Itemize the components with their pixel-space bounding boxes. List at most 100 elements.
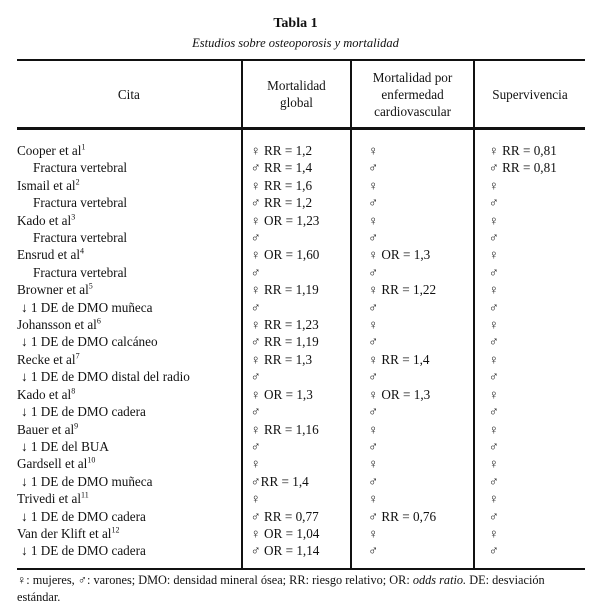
table-subtitle: Estudios sobre osteoporosis y mortalidad — [192, 36, 399, 50]
data-cell: ♂ — [472, 472, 585, 491]
cita-text: ↓ 1 DE de DMO muñeca — [21, 299, 153, 315]
data-cell: ♀ — [472, 211, 585, 230]
data-cell: ♀ — [350, 524, 474, 543]
data-cell: ♀ RR = 1,16 — [240, 420, 352, 438]
table-row: ↓ 1 DE de DMO distal del radio ♂ ♂ ♂ — [17, 368, 585, 386]
reference: 7 — [75, 351, 80, 361]
data-cell: ♂ — [350, 194, 474, 212]
data-cell: ♀ RR = 1,22 — [350, 281, 474, 299]
data-cell: ♀ RR = 1,23 — [240, 316, 352, 334]
data-cell: ♀ RR = 1,6 — [240, 176, 352, 195]
cita-text: ↓ 1 DE de DMO cadera — [21, 404, 146, 420]
cita-cell: Recke et al7 — [17, 351, 242, 368]
cita-text: Browner et al — [17, 282, 89, 298]
header-row: Cita Mortalidad global Mortalidad por enfe… — [17, 59, 585, 130]
table-row: ↓ 1 DE del BUA ♂ ♂ ♂ — [17, 437, 585, 456]
data-cell: ♀ — [472, 246, 585, 264]
cita-cell: Fractura vertebral — [17, 159, 242, 176]
cita-cell: Ismail et al2 — [17, 177, 242, 194]
cita-cell: Cooper et al1 — [17, 129, 242, 160]
data-cell: ♂ — [350, 229, 474, 247]
reference: 3 — [71, 212, 76, 222]
data-cell: ♀ OR = 1,3 — [240, 385, 352, 404]
data-cell: ♂ — [350, 437, 474, 456]
data-cell: ♂ — [240, 437, 352, 456]
header-text: Mortalidad global — [267, 78, 326, 110]
cita-cell: Browner et al5 — [17, 281, 242, 298]
cita-text: Kado et al — [17, 212, 72, 228]
cita-text: Recke et al — [17, 351, 76, 367]
data-cell: ♀ OR = 1,60 — [240, 246, 352, 264]
data-cell: ♀ OR = 1,3 — [350, 385, 474, 404]
data-cell: ♂ RR = 1,2 — [240, 194, 352, 212]
cita-cell: ↓ 1 DE de DMO cadera — [17, 508, 242, 525]
table-title: Tabla 1 — [273, 16, 318, 31]
cita-cell: ↓ 1 DE del BUA — [17, 438, 242, 455]
data-cell: ♀ — [350, 211, 474, 230]
data-cell: ♂ — [350, 159, 474, 177]
table-row: ↓ 1 DE de DMO muñeca ♂RR = 1,4 ♂ ♂ — [17, 472, 585, 491]
cita-cell: ↓ 1 DE de DMO muñeca — [17, 299, 242, 316]
cita-cell: Fractura vertebral — [17, 194, 242, 211]
data-cell: ♂ — [240, 263, 352, 282]
reference: 10 — [87, 455, 96, 465]
reference: 11 — [80, 490, 89, 500]
cita-cell: ↓ 1 DE de DMO cadera — [17, 542, 242, 570]
reference: 9 — [74, 421, 79, 431]
table-row: Kado et al3 ♀ OR = 1,23 ♀ ♀ — [17, 211, 585, 230]
table-row: Fractura vertebral ♂ ♂ ♂ — [17, 229, 585, 247]
data-cell: ♀ RR = 1,2 — [240, 128, 352, 160]
footnote-text: DE: desviación estándar. — [17, 573, 545, 604]
cita-text: ↓ 1 DE de DMO distal del radio — [21, 369, 190, 385]
table-row: ↓ 1 DE de DMO cadera ♂ RR = 0,77 ♂ RR = 0,… — [17, 507, 585, 525]
header-cell: Supervivencia — [472, 59, 585, 130]
table-row: Trivedi et al11 ♀ ♀ ♀ — [17, 490, 585, 508]
cita-text: ↓ 1 DE de DMO calcáneo — [21, 334, 158, 350]
data-cell: ♂ — [472, 263, 585, 282]
reference: 5 — [88, 281, 93, 291]
header-text: Mortalidad por enfermedad cardiovascular — [372, 69, 453, 119]
data-cell: ♂ — [350, 263, 474, 282]
data-cell: ♀ — [472, 490, 585, 508]
data-cell: ♂ RR = 1,19 — [240, 333, 352, 351]
data-cell: ♂ — [350, 333, 474, 351]
data-cell: ♀ — [472, 385, 585, 404]
data-cell: ♀ — [350, 128, 474, 160]
data-cell: ♀ — [240, 455, 352, 473]
table-row: ↓ 1 DE de DMO cadera ♂ OR = 1,14 ♂ ♂ — [17, 542, 585, 570]
data-cell: ♀ — [350, 490, 474, 508]
cita-text: ↓ 1 DE de DMO muñeca — [21, 473, 153, 489]
data-cell: ♂ — [472, 403, 585, 421]
header-cell: Cita — [17, 59, 242, 130]
cita-cell: Fractura vertebral — [17, 264, 242, 281]
cita-text: Trivedi et al — [17, 491, 81, 507]
header-cell: Mortalidad por enfermedad cardiovascular — [350, 59, 474, 130]
data-cell: ♂ — [240, 403, 352, 421]
data-cell: ♂ OR = 1,14 — [240, 542, 352, 570]
data-cell: ♂ — [472, 542, 585, 570]
table-row: Van der Klift et al12 ♀ OR = 1,04 ♀ ♀ — [17, 524, 585, 543]
header-cell: Mortalidad global — [240, 59, 352, 130]
data-cell: ♀ OR = 1,04 — [240, 524, 352, 543]
cita-text: ↓ 1 DE de DMO cadera — [21, 508, 146, 524]
table-row: Fractura vertebral ♂ RR = 1,2 ♂ ♂ — [17, 194, 585, 212]
table-row: Ismail et al2 ♀ RR = 1,6 ♀ ♀ — [17, 176, 585, 195]
table-body: Cooper et al1 ♀ RR = 1,2 ♀ ♀ RR = 0,81 Fract… — [17, 128, 585, 570]
data-cell: ♀ — [350, 176, 474, 195]
data-cell: ♂ — [350, 403, 474, 421]
data-cell: ♀ — [350, 420, 474, 438]
reference: 4 — [80, 247, 84, 257]
data-cell: ♀ — [472, 316, 585, 334]
cita-text: ↓ 1 DE de DMO cadera — [21, 543, 146, 559]
cita-text: Fractura vertebral — [33, 230, 128, 246]
header-text: Cita — [117, 86, 140, 102]
table-row: ↓ 1 DE de DMO muñeca ♂ ♂ ♂ — [17, 298, 585, 317]
cita-cell: Ensrud et al4 — [17, 246, 242, 263]
data-cell: ♂ — [472, 333, 585, 351]
cita-text: Ensrud et al — [17, 247, 80, 263]
cita-cell: ↓ 1 DE de DMO cadera — [17, 403, 242, 420]
data-cell: ♀ — [350, 316, 474, 334]
table-header: Cita Mortalidad global Mortalidad por enfe… — [17, 59, 585, 130]
cita-text: Fractura vertebral — [33, 195, 128, 211]
table-row: Gardsell et al10 ♀ ♀ ♀ — [17, 455, 585, 473]
